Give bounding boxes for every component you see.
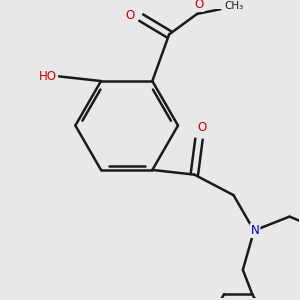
Text: HO: HO: [39, 70, 57, 83]
Text: O: O: [194, 0, 204, 11]
Text: N: N: [250, 224, 260, 237]
Text: CH₃: CH₃: [224, 2, 243, 11]
Text: O: O: [197, 122, 206, 134]
Text: O: O: [125, 9, 135, 22]
